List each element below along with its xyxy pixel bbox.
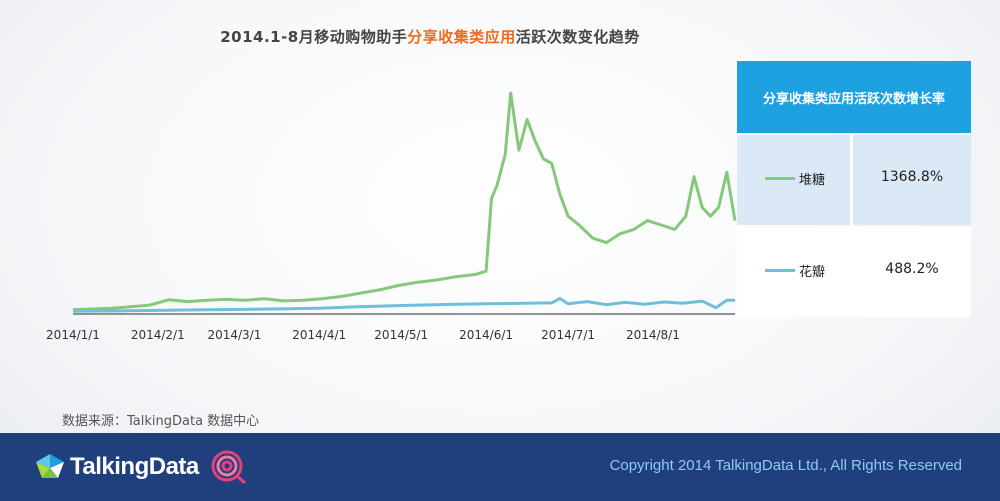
- talkingdata-logo: TalkingData: [34, 449, 249, 485]
- series-layer: [72, 91, 737, 313]
- x-tick-label: 2014/4/1: [292, 328, 346, 342]
- x-tick-label: 2014/1/1: [46, 328, 100, 342]
- line-chart: 2014/1/1 2014/2/1 2014/3/1 2014/4/1 2014/5/1…: [46, 91, 737, 342]
- legend-label-huaban: 花瓣: [799, 265, 826, 280]
- x-tick-label: 2014/3/1: [207, 328, 261, 342]
- chart-title-highlight: 分享收集类应用: [407, 28, 516, 46]
- growth-row-huaban: 花瓣 488.2%: [737, 227, 971, 317]
- growth-table-header: 分享收集类应用活跃次数增长率: [737, 61, 971, 133]
- talkingdata-logo-icon: [36, 454, 64, 478]
- data-source-note: 数据来源：TalkingData 数据中心: [62, 414, 260, 429]
- x-tick-label: 2014/8/1: [626, 328, 680, 342]
- legend-swatch-huaban: [765, 269, 795, 272]
- table-column-divider: [850, 135, 853, 317]
- x-tick-label: 2014/6/1: [459, 328, 513, 342]
- chart-title-prefix: 2014.1-8月移动购物助手: [220, 28, 408, 46]
- growth-value-huaban: 488.2%: [885, 261, 939, 277]
- legend-label-duitang: 堆糖: [799, 173, 826, 188]
- x-tick-label: 2014/5/1: [374, 328, 428, 342]
- legend-swatch-duitang: [765, 177, 795, 180]
- x-tick-label: 2014/7/1: [541, 328, 595, 342]
- copyright-text: Copyright 2014 TalkingData Ltd., All Rig…: [609, 457, 962, 474]
- footer-bar: TalkingData Copyright 2014 TalkingData L…: [0, 433, 1000, 501]
- legend-item-duitang: 堆糖: [765, 169, 825, 188]
- chart-title-suffix: 活跃次数变化趋势: [515, 28, 640, 46]
- series-line-duitang: [72, 91, 737, 312]
- growth-rate-table: 分享收集类应用活跃次数增长率 堆糖 1368.8% 花瓣 488.2%: [737, 61, 971, 317]
- x-tick-label: 2014/2/1: [131, 328, 185, 342]
- legend-item-huaban: 花瓣: [765, 261, 825, 280]
- brand-name: TalkingData: [70, 453, 199, 480]
- growth-value-duitang: 1368.8%: [880, 169, 944, 185]
- spiral-logo-icon: [211, 450, 246, 485]
- x-axis-ticks: 2014/1/1 2014/2/1 2014/3/1 2014/4/1 2014/5/1…: [46, 328, 680, 342]
- series-line-huaban: [72, 297, 735, 313]
- growth-row-duitang: 堆糖 1368.8%: [737, 135, 971, 225]
- chart-title: 2014.1-8月移动购物助手分享收集类应用活跃次数变化趋势: [0, 26, 860, 47]
